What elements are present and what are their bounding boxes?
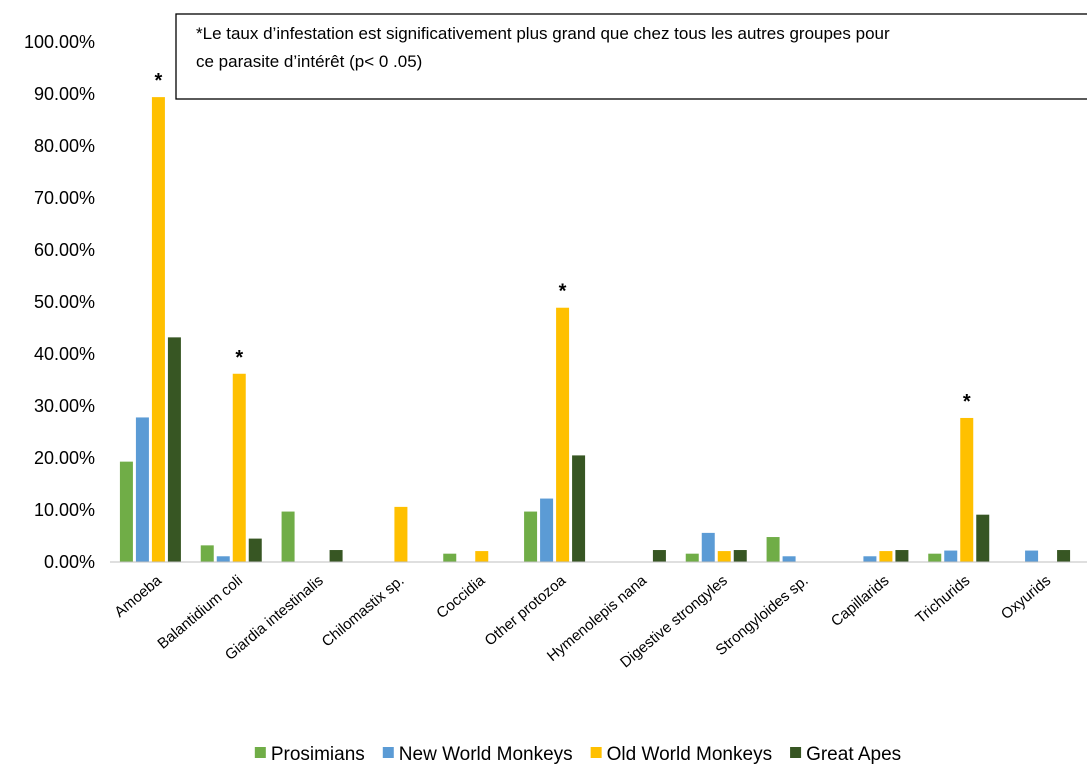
significance-star: * [235,347,243,369]
annotation-box: *Le taux d’infestation est significative… [175,13,1087,100]
y-tick-label: 50.00% [34,292,95,312]
bar-great-apes-oxyurids [1057,550,1071,562]
legend-item-new-world-monkeys: New World Monkeys [382,744,573,765]
x-tick-label-chilomastix-sp: Chilomastix sp. [319,572,408,650]
legend-label: Old World Monkeys [607,744,772,765]
y-tick-label: 100.00% [24,32,95,52]
y-tick-label: 30.00% [34,396,95,416]
bar-prosimians-amoeba [119,461,133,562]
bar-new-world-monkeys-balantidium-coli [216,556,230,562]
x-tick-label-oxyurids: Oxyurids [998,572,1054,623]
y-tick-label: 10.00% [34,500,95,520]
legend-label: Great Apes [806,744,901,765]
y-tick-label: 40.00% [34,344,95,364]
significance-star: * [155,70,163,92]
bar-great-apes-capillarids [895,550,909,562]
bar-great-apes-amoeba [167,337,181,562]
legend-swatch [790,747,802,758]
bar-prosimians-other-protozoa [524,511,538,562]
bar-great-apes-digestive-strongyles [733,550,747,562]
significance-star: * [963,391,971,413]
y-tick-label: 90.00% [34,84,95,104]
legend-label: Prosimians [271,744,365,765]
bar-new-world-monkeys-oxyurids [1025,550,1039,562]
y-tick-label: 60.00% [34,240,95,260]
bar-new-world-monkeys-amoeba [135,417,149,562]
bar-old-world-monkeys-coccidia [475,551,489,562]
bar-prosimians-strongyloides-sp [766,537,780,562]
x-tick-label-coccidia: Coccidia [433,572,488,622]
legend-swatch [382,747,394,758]
bar-new-world-monkeys-strongyloides-sp [782,556,796,562]
bar-prosimians-trichurids [928,553,942,562]
bar-great-apes-trichurids [976,514,990,562]
significance-markers: * * * * [155,70,971,413]
y-tick-label: 20.00% [34,448,95,468]
x-tick-label-amoeba: Amoeba [111,572,165,621]
x-tick-label-capillarids: Capillarids [828,572,893,630]
y-tick-label: 0.00% [44,552,95,572]
legend-label: New World Monkeys [399,744,573,765]
bars [119,97,1071,563]
y-tick-label: 70.00% [34,188,95,208]
bar-prosimians-balantidium-coli [200,545,214,562]
bar-prosimians-giardia-intestinalis [281,511,295,562]
legend-item-great-apes: Great Apes [790,744,901,765]
bar-prosimians-coccidia [443,553,457,562]
bar-old-world-monkeys-amoeba [151,97,165,563]
x-tick-label-trichurids: Trichurids [912,572,973,627]
legend-item-old-world-monkeys: Old World Monkeys [590,744,772,765]
bar-great-apes-other-protozoa [572,455,586,562]
bar-old-world-monkeys-capillarids [879,551,893,562]
bar-great-apes-giardia-intestinalis [329,550,343,562]
y-tick-label: 80.00% [34,136,95,156]
bar-great-apes-hymenolepis-nana [652,550,666,562]
legend: Prosimians New World Monkeys Old World Mon… [254,744,901,765]
annotation-line-2: ce parasite d’intérêt (p< 0 .05) [196,52,422,71]
bar-new-world-monkeys-trichurids [944,550,958,562]
bar-old-world-monkeys-digestive-strongyles [717,551,731,562]
bar-prosimians-digestive-strongyles [685,553,699,562]
y-axis: 0.00% 10.00% 20.00% 30.00% 40.00% 50.00% 60.00… [24,32,95,572]
x-tick-label-other-protozoa: Other protozoa [482,572,570,650]
bar-old-world-monkeys-trichurids [960,417,974,562]
legend-item-prosimians: Prosimians [254,744,365,765]
x-tick-label-balantidium-coli: Balantidium coli [154,572,245,653]
annotation-line-1: *Le taux d’infestation est significative… [196,24,890,43]
bar-new-world-monkeys-digestive-strongyles [701,532,715,562]
bar-new-world-monkeys-other-protozoa [540,498,554,562]
bar-great-apes-balantidium-coli [248,538,262,562]
bar-new-world-monkeys-capillarids [863,556,877,562]
bar-old-world-monkeys-other-protozoa [556,307,570,562]
significance-star: * [559,281,567,303]
legend-swatch [254,747,266,758]
bar-old-world-monkeys-balantidium-coli [232,373,246,562]
bar-old-world-monkeys-chilomastix-sp [394,506,408,562]
legend-swatch [590,747,602,758]
